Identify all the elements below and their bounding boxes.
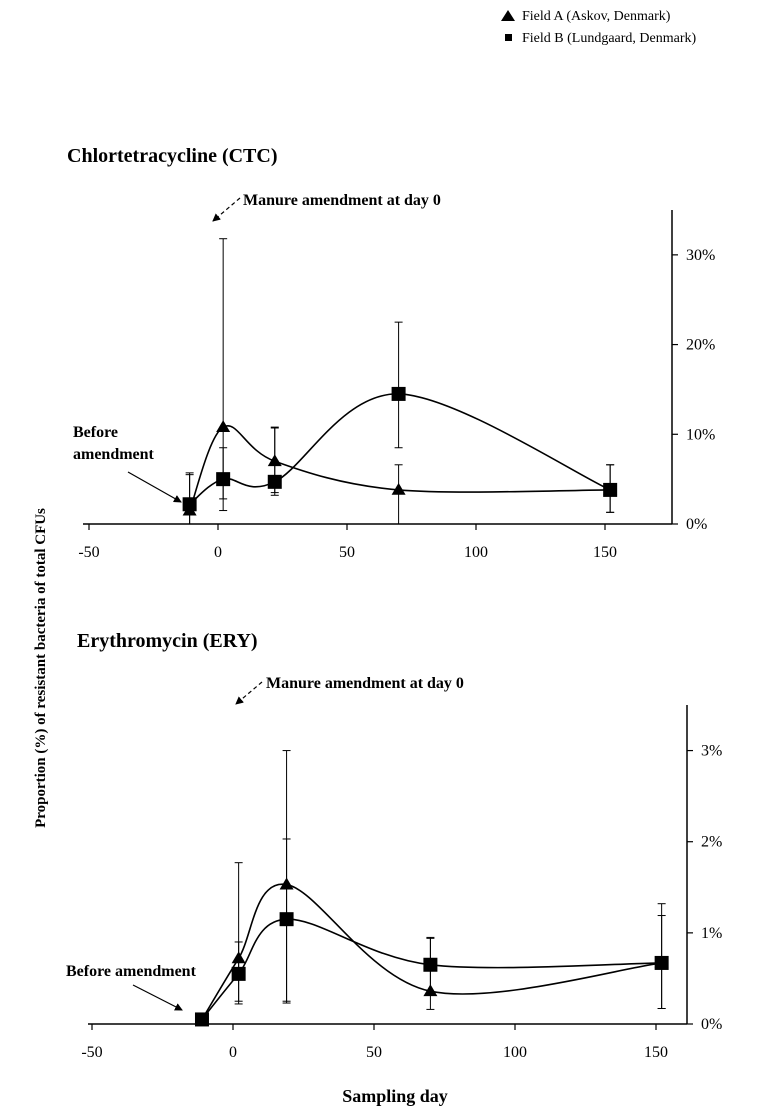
x-axis-label: Sampling day <box>342 1086 448 1106</box>
ctc-y-tick-label: 20% <box>686 337 715 354</box>
ctc-y-tick-label: 30% <box>686 247 715 264</box>
ctc-y-tick-label: 10% <box>686 426 715 443</box>
ctc-field-b-point <box>267 474 282 489</box>
panel-ery: Erythromycin (ERY) Manure amendment at d… <box>66 630 722 1061</box>
ctc-field-b-point <box>603 482 618 497</box>
legend-triangle-marker <box>501 10 515 21</box>
ctc-y-tick-label: 0% <box>686 516 707 533</box>
ctc-field-b-point <box>216 472 231 487</box>
ctc-field-b-point <box>391 386 406 401</box>
ctc-x-tick-label: 0 <box>214 544 222 561</box>
ery-x-tick-label: 150 <box>644 1044 668 1061</box>
ery-x-tick-label: -50 <box>81 1044 102 1061</box>
panel-ctc: Chlortetracycline (CTC) Manure amendment… <box>67 145 715 561</box>
panel-ctc-before-arrow <box>127 471 182 503</box>
panel-ery-amendment-arrow <box>235 681 263 705</box>
ery-x-tick-label: 100 <box>503 1044 527 1061</box>
ctc-field-a-series-line <box>188 424 611 511</box>
ery-field-b-point <box>194 1012 209 1027</box>
ctc-x-tick-label: 100 <box>464 544 488 561</box>
ery-field-a-series-line <box>201 883 662 1020</box>
panel-ctc-before-label-line2: amendment <box>73 446 155 463</box>
legend: Field A (Askov, Denmark) Field B (Lundga… <box>501 9 697 46</box>
ery-field-b-point <box>231 966 246 981</box>
ery-x-tick-label: 50 <box>366 1044 382 1061</box>
ery-y-tick-label: 2% <box>701 834 722 851</box>
ery-y-tick-label: 1% <box>701 925 722 942</box>
ctc-x-tick-label: -50 <box>78 544 99 561</box>
panel-ery-amendment-label: Manure amendment at day 0 <box>266 675 464 692</box>
panel-ery-before-arrow <box>132 984 183 1011</box>
y-axis-label: Proportion (%) of resistant bacteria of … <box>33 508 49 828</box>
ery-field-b-point <box>654 955 669 970</box>
panel-ctc-amendment-label: Manure amendment at day 0 <box>243 192 441 209</box>
ery-y-tick-label: 0% <box>701 1016 722 1033</box>
legend-label-field-b: Field B (Lundgaard, Denmark) <box>522 31 697 46</box>
panel-ctc-before-label-line1: Before <box>73 424 118 441</box>
ery-field-b-point <box>423 957 438 972</box>
ctc-field-b-point <box>182 497 197 512</box>
legend-square-marker <box>505 34 512 41</box>
ery-x-tick-label: 0 <box>229 1044 237 1061</box>
panel-ctc-amendment-arrow <box>212 197 241 222</box>
ctc-x-tick-label: 150 <box>593 544 617 561</box>
ctc-field-a-point <box>391 482 406 495</box>
ctc-x-tick-label: 50 <box>339 544 355 561</box>
panel-ery-before-label: Before amendment <box>66 963 197 980</box>
legend-label-field-a: Field A (Askov, Denmark) <box>522 9 671 24</box>
panel-ctc-title: Chlortetracycline (CTC) <box>67 145 278 167</box>
ctc-field-a-point <box>216 420 231 433</box>
panel-ery-title: Erythromycin (ERY) <box>77 630 258 652</box>
ery-y-tick-label: 3% <box>701 743 722 760</box>
ery-field-b-point <box>279 912 294 927</box>
